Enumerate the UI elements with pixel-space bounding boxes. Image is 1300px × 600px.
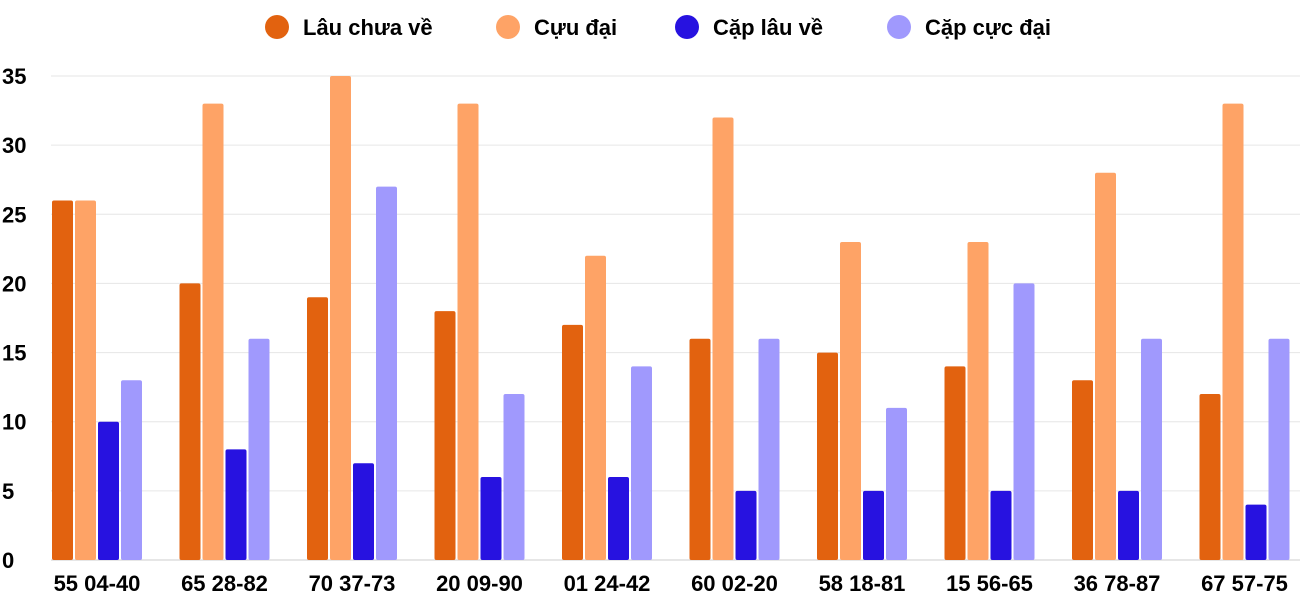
legend-marker-icon (265, 15, 289, 39)
x-tick-label: 65 28-82 (181, 571, 268, 596)
bar-4-20-09-90 (503, 394, 525, 560)
bar-1-67-57-75 (1199, 394, 1221, 560)
bar-4-36-78-87 (1141, 338, 1162, 560)
legend: Lâu chưa về Cựu đại Cặp lâu về Cặp cực đại (265, 15, 1051, 40)
legend-label: Lâu chưa về (303, 15, 433, 40)
legend-marker-icon (496, 15, 520, 39)
y-tick-label: 25 (2, 202, 26, 227)
bar-1-15-56-65 (944, 366, 966, 560)
bar-3-58-18-81 (863, 490, 884, 560)
x-tick-label: 36 78-87 (1074, 571, 1161, 596)
x-tick-label: 60 02-20 (691, 571, 778, 596)
bar-2-15-56-65 (967, 241, 989, 560)
bar-4-60-02-20 (758, 338, 780, 560)
bar-4-58-18-81 (886, 407, 907, 560)
legend-marker-icon (675, 15, 699, 39)
bar-2-01-24-42 (585, 255, 606, 560)
bars (52, 76, 1290, 561)
bar-3-20-09-90 (480, 477, 502, 560)
bar-3-70-37-73 (353, 463, 374, 560)
x-tick-label: 70 37-73 (309, 571, 396, 596)
bar-2-65-28-82 (202, 103, 224, 561)
legend-label: Cựu đại (534, 15, 617, 40)
y-tick-label: 30 (2, 133, 26, 158)
bar-4-01-24-42 (631, 366, 652, 560)
bar-3-01-24-42 (608, 477, 629, 560)
bar-1-58-18-81 (817, 352, 838, 560)
x-tick-label: 67 57-75 (1201, 571, 1288, 596)
x-tick-label: 15 56-65 (946, 571, 1033, 596)
x-axis: 55 04-40 65 28-82 70 37-73 20 09-90 01 24-42… (54, 571, 1288, 596)
bar-2-67-57-75 (1222, 103, 1244, 561)
bar-2-60-02-20 (712, 117, 734, 560)
bar-3-67-57-75 (1245, 504, 1267, 560)
bar-4-15-56-65 (1013, 283, 1035, 560)
y-tick-label: 35 (2, 64, 26, 89)
y-tick-label: 15 (2, 341, 26, 366)
legend-marker-icon (887, 15, 911, 39)
x-tick-label: 20 09-90 (436, 571, 523, 596)
x-tick-label: 55 04-40 (54, 571, 141, 596)
bar-1-20-09-90 (434, 311, 456, 560)
legend-label: Cặp lâu về (713, 15, 823, 40)
bar-1-36-78-87 (1072, 380, 1093, 560)
bar-1-01-24-42 (562, 324, 583, 560)
bar-3-55-04-40 (98, 421, 119, 560)
bar-3-15-56-65 (990, 490, 1012, 560)
bar-4-65-28-82 (248, 338, 270, 560)
bar-1-55-04-40 (52, 200, 73, 560)
y-tick-label: 20 (2, 271, 26, 296)
bar-1-65-28-82 (179, 283, 201, 560)
x-tick-label: 01 24-42 (564, 571, 651, 596)
x-tick-label: 58 18-81 (819, 571, 906, 596)
bar-3-60-02-20 (735, 490, 757, 560)
bar-2-70-37-73 (330, 76, 351, 560)
bar-1-60-02-20 (689, 338, 711, 560)
bar-2-55-04-40 (75, 200, 96, 560)
bar-3-36-78-87 (1118, 490, 1139, 560)
bar-3-65-28-82 (225, 449, 247, 560)
bar-2-58-18-81 (840, 241, 861, 560)
y-tick-label: 0 (2, 548, 14, 573)
legend-label: Cặp cực đại (925, 15, 1051, 40)
y-tick-label: 5 (2, 479, 14, 504)
bar-4-55-04-40 (121, 380, 142, 560)
bar-4-70-37-73 (376, 186, 397, 560)
y-tick-label: 10 (2, 410, 26, 435)
bar-2-36-78-87 (1095, 172, 1116, 561)
bar-2-20-09-90 (457, 103, 479, 561)
y-axis: 0 5 10 15 20 25 30 35 (2, 64, 26, 573)
bar-1-70-37-73 (307, 297, 328, 560)
bar-4-67-57-75 (1268, 338, 1290, 560)
